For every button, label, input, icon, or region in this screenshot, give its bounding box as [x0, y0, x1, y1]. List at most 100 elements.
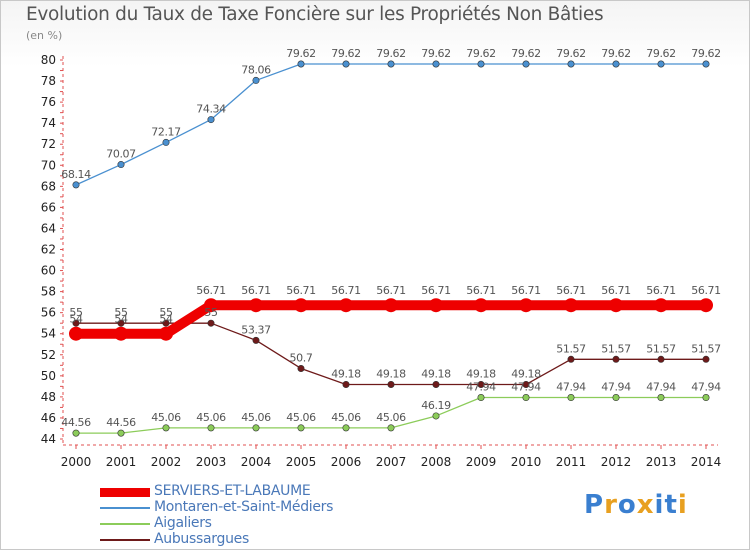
data-label: 45.06	[241, 411, 271, 424]
data-label: 78.06	[241, 63, 271, 76]
data-label: 56.71	[241, 284, 271, 297]
data-point	[387, 424, 395, 432]
data-label: 51.57	[691, 342, 721, 355]
data-point	[207, 424, 215, 432]
y-unit-label: (en %)	[26, 29, 63, 42]
data-point	[699, 298, 713, 313]
data-label: 47.94	[466, 381, 496, 394]
legend-label: Aigaliers	[154, 515, 212, 531]
data-label: 79.62	[331, 47, 361, 60]
data-label: 79.62	[421, 47, 451, 60]
data-point	[72, 181, 80, 189]
y-tick-label: 52	[41, 348, 56, 362]
y-tick-label: 72	[41, 137, 56, 151]
data-point	[474, 298, 488, 313]
series-line-montaren-et-saint-m-diers	[75, 63, 707, 186]
y-tick-label: 62	[41, 243, 56, 257]
y-tick-label: 44	[41, 432, 56, 446]
data-point	[297, 364, 305, 372]
data-label: 47.94	[556, 381, 586, 394]
data-label: 79.62	[556, 47, 586, 60]
x-tick-label: 2010	[511, 455, 542, 469]
y-tick-label: 74	[41, 116, 56, 130]
chart-title: Evolution du Taux de Taxe Foncière sur l…	[26, 4, 604, 25]
data-label: 79.62	[466, 47, 496, 60]
data-label: 49.18	[421, 367, 451, 380]
data-point	[252, 76, 260, 84]
data-label: 54	[69, 313, 83, 326]
data-label: 45.06	[196, 411, 226, 424]
data-label: 79.62	[511, 47, 541, 60]
data-point	[207, 116, 215, 124]
data-label: 56.71	[196, 284, 226, 297]
data-point	[429, 298, 443, 313]
y-tick-label: 80	[41, 53, 56, 67]
logo-letter: i	[677, 490, 688, 520]
data-point	[702, 355, 710, 363]
data-point	[72, 429, 80, 437]
x-tick-label: 2001	[106, 455, 137, 469]
data-label: 70.07	[106, 148, 136, 161]
proxiti-logo: Proxiti	[584, 490, 688, 520]
data-point	[162, 319, 170, 327]
data-point	[252, 424, 260, 432]
y-tick-label: 70	[41, 158, 56, 172]
data-point	[432, 60, 440, 68]
data-point	[477, 394, 485, 402]
legend-label: Montaren-et-Saint-Médiers	[154, 499, 334, 515]
logo-letter: o	[617, 490, 637, 520]
data-label: 56.71	[691, 284, 721, 297]
data-point	[342, 424, 350, 432]
data-point	[609, 298, 623, 313]
x-tick-label: 2007	[376, 455, 407, 469]
x-tick-label: 2008	[421, 455, 452, 469]
data-point	[252, 336, 260, 344]
data-point	[69, 326, 83, 341]
y-tick-label: 76	[41, 95, 56, 109]
data-point	[657, 394, 665, 402]
data-label: 56.71	[331, 284, 361, 297]
data-point	[387, 380, 395, 388]
data-label: 55	[159, 306, 173, 319]
legend-label: Aubussargues	[154, 531, 249, 547]
data-point	[654, 298, 668, 313]
y-tick-label: 58	[41, 285, 56, 299]
data-label: 55	[69, 306, 83, 319]
data-label: 68.14	[61, 168, 91, 181]
data-point	[204, 298, 218, 313]
data-point	[207, 319, 215, 327]
data-label: 72.17	[151, 125, 181, 138]
data-point	[72, 319, 80, 327]
data-point	[564, 298, 578, 313]
y-tick-label: 68	[41, 179, 56, 193]
x-tick-label: 2000	[61, 455, 92, 469]
data-point	[114, 326, 128, 341]
data-label: 47.94	[691, 381, 721, 394]
data-point	[522, 394, 530, 402]
data-point	[294, 298, 308, 313]
data-point	[339, 298, 353, 313]
data-point	[342, 380, 350, 388]
data-label: 44.56	[61, 416, 91, 429]
data-label: 56.71	[376, 284, 406, 297]
data-point	[477, 60, 485, 68]
data-point	[567, 60, 575, 68]
logo-letter: r	[604, 490, 618, 520]
y-tick-label: 56	[41, 306, 56, 320]
x-tick-label: 2013	[646, 455, 677, 469]
data-label: 46.19	[421, 399, 451, 412]
data-label: 55	[114, 306, 128, 319]
data-point	[657, 355, 665, 363]
legend-swatch	[100, 507, 150, 509]
data-label: 53.37	[241, 323, 271, 336]
data-point	[567, 394, 575, 402]
data-point	[249, 298, 263, 313]
data-label: 74.34	[196, 103, 226, 116]
data-label: 45.06	[376, 411, 406, 424]
data-label: 51.57	[556, 342, 586, 355]
data-point	[384, 298, 398, 313]
data-label: 79.62	[376, 47, 406, 60]
data-label: 51.57	[601, 342, 631, 355]
y-tick-label: 54	[41, 327, 56, 341]
